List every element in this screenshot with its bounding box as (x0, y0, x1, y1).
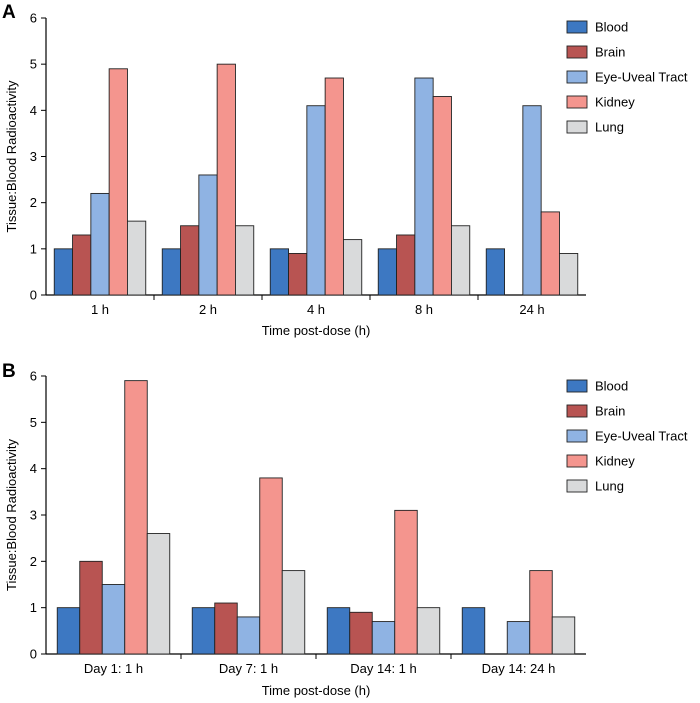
y-tick-label: 2 (30, 554, 37, 569)
bar-eye-uveal-tract (414, 77, 434, 296)
bar-kidney (108, 68, 128, 296)
legend-swatch (566, 429, 588, 443)
bar-lung (551, 616, 576, 655)
y-axis-label: Tissue:Blood Radioactivity (4, 80, 19, 232)
x-axis-label: Time post-dose (h) (262, 683, 371, 698)
y-tick-label: 0 (30, 288, 37, 303)
legend-label: Brain (595, 404, 625, 419)
x-tick-label: 4 h (307, 302, 325, 317)
bar-blood (461, 607, 486, 655)
y-tick-label: 1 (30, 241, 37, 256)
y-tick-label: 0 (30, 647, 37, 662)
bar-kidney (529, 570, 553, 655)
y-tick-label: 1 (30, 600, 37, 615)
bar-eye-uveal-tract (90, 192, 110, 296)
y-tick-label: 6 (30, 11, 37, 26)
bar-eye-uveal-tract (236, 616, 261, 655)
panel-b: B 0 1 2 3 4 5 6 Day 1: 1 h Day 7: 1 h Day 14: 1 h… (2, 361, 688, 698)
y-tick-label: 3 (30, 149, 37, 164)
panel-b-letter: B (2, 361, 16, 382)
bar-brain (396, 234, 416, 296)
bar-brain (288, 252, 308, 296)
x-tick-label: 24 h (519, 302, 544, 317)
bar-kidney (259, 477, 283, 655)
bar-lung (343, 239, 363, 296)
bar-lung (559, 252, 579, 296)
bar-kidney (324, 77, 344, 296)
x-tick-label: 2 h (199, 302, 217, 317)
bar-eye-uveal-tract (371, 621, 396, 655)
legend-label: Blood (595, 20, 628, 35)
bar-kidney (124, 380, 148, 655)
bar-brain (79, 560, 103, 655)
y-tick-label: 5 (30, 415, 37, 430)
y-tick-label: 6 (30, 369, 37, 384)
legend-swatch (566, 404, 588, 418)
x-tick-label: 8 h (415, 302, 433, 317)
bar-blood (56, 607, 81, 655)
y-axis-label: Tissue:Blood Radioactivity (4, 439, 19, 591)
bar-blood (326, 607, 351, 655)
legend-label: Eye-Uveal Tract (595, 429, 688, 444)
y-tick-label: 2 (30, 195, 37, 210)
x-tick-label: Day 14: 24 h (482, 661, 556, 676)
bar-eye-uveal-tract (506, 621, 531, 655)
bar-blood (53, 248, 73, 296)
bar-brain (214, 602, 238, 655)
y-tick-label: 4 (30, 461, 37, 476)
bar-blood (485, 248, 505, 296)
bar-brain (349, 611, 373, 655)
panel-a: A 0 1 2 3 4 5 6 1 h 2 h 4 h 8 h 24 h Time post-dose … (2, 2, 688, 338)
legend-label: Lung (595, 479, 624, 494)
bar-blood (161, 248, 181, 296)
panel-a-letter: A (2, 2, 16, 23)
x-tick-label: Day 14: 1 h (350, 661, 417, 676)
bar-eye-uveal-tract (101, 584, 126, 655)
bar-blood (269, 248, 289, 296)
x-tick-label: Day 7: 1 h (219, 661, 278, 676)
x-axis-label: Time post-dose (h) (262, 323, 371, 338)
bar-lung (146, 533, 171, 655)
bar-kidney (216, 63, 236, 296)
legend-swatch (566, 479, 588, 493)
legend-label: Lung (595, 120, 624, 135)
legend-swatch (566, 70, 588, 84)
legend-swatch (566, 454, 588, 468)
bar-lung (451, 225, 471, 296)
x-tick-label: Day 1: 1 h (84, 661, 143, 676)
bar-kidney (540, 211, 560, 296)
x-tick-label: 1 h (91, 302, 109, 317)
legend-label: Brain (595, 45, 625, 60)
legend: Blood Brain Eye-Uveal Tract Kidney Lung (566, 20, 688, 135)
bar-eye-uveal-tract (522, 105, 542, 296)
legend-label: Blood (595, 379, 628, 394)
legend-label: Kidney (595, 95, 635, 110)
bar-brain (180, 225, 200, 296)
bar-lung (126, 220, 147, 296)
bar-lung (281, 570, 306, 655)
y-tick-label: 4 (30, 103, 37, 118)
bar-kidney (432, 96, 452, 296)
legend-swatch (566, 379, 588, 393)
y-tick-label: 5 (30, 57, 37, 72)
legend-swatch (566, 20, 588, 34)
y-tick-label: 3 (30, 508, 37, 523)
bar-blood (377, 248, 397, 296)
bar-blood (191, 607, 216, 655)
legend: Blood Brain Eye-Uveal Tract Kidney Lung (566, 379, 688, 494)
legend-label: Kidney (595, 454, 635, 469)
legend-label: Eye-Uveal Tract (595, 70, 688, 85)
legend-swatch (566, 45, 588, 59)
legend-swatch (566, 95, 588, 109)
bar-lung (234, 225, 255, 296)
bar-eye-uveal-tract (306, 105, 326, 296)
bar-kidney (394, 509, 418, 655)
legend-swatch (566, 120, 588, 134)
bar-eye-uveal-tract (198, 174, 218, 296)
bar-lung (416, 607, 441, 655)
bar-brain (72, 234, 92, 296)
